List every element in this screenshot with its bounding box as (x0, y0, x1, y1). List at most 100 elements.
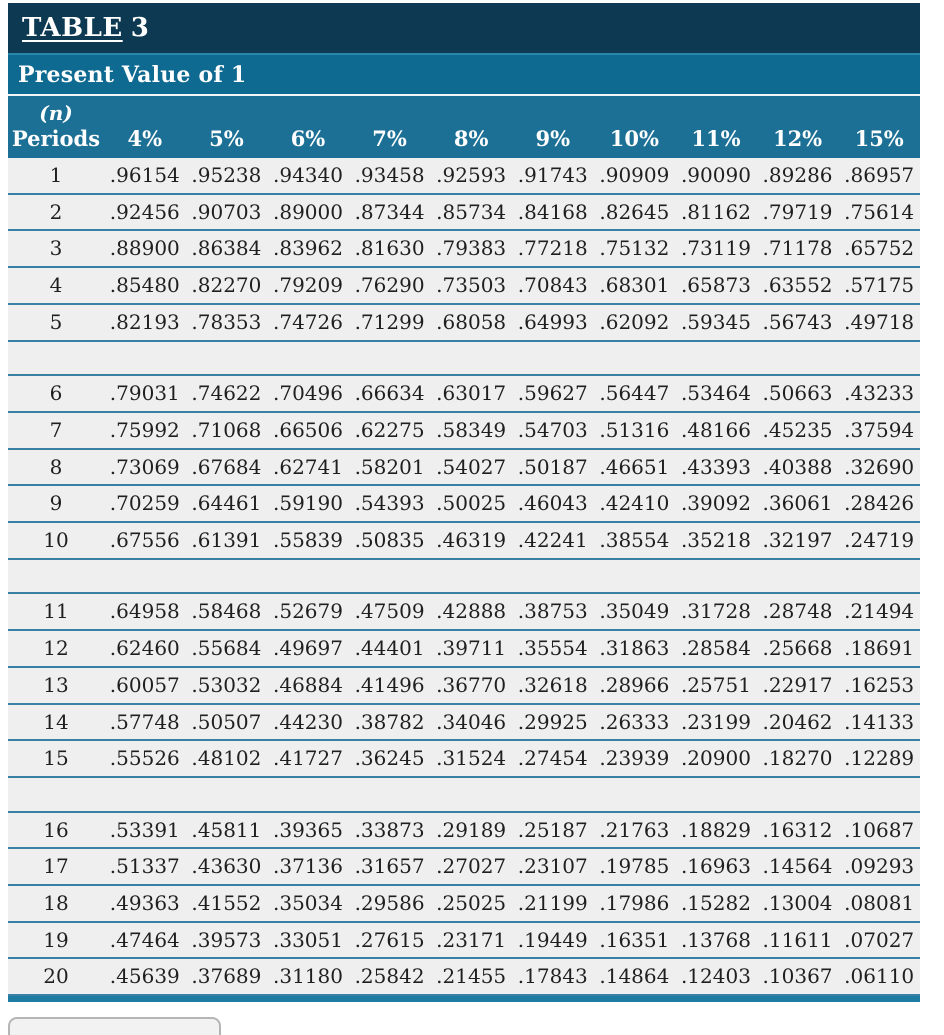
value-cell: .96154 (104, 158, 186, 195)
value-cell: .56447 (593, 375, 676, 413)
value-cell: .57175 (838, 267, 920, 305)
rate-column-header-8pct: 8% (453, 126, 489, 151)
value-cell: .29189 (430, 811, 512, 850)
present-value-table-card: TABLE 3 Present Value of 1 (n) Periods 4… (8, 3, 920, 1003)
value-cell: .15282 (675, 885, 757, 923)
value-cell: .44401 (348, 630, 431, 668)
period-cell: 19 (8, 921, 104, 960)
value-cell: .90703 (185, 193, 268, 232)
value-cell: .34046 (430, 703, 512, 742)
value-cell: .79209 (267, 267, 349, 305)
value-cell: .82270 (185, 267, 268, 305)
rate-column-header-11pct: 11% (691, 126, 741, 151)
spacer-cell (8, 340, 920, 377)
table-row: 18.49363.41552.35034.29586.25025.21199.1… (8, 885, 920, 923)
value-cell: .43233 (838, 375, 920, 413)
value-cell: .70496 (267, 375, 349, 413)
value-cell: .70259 (104, 485, 186, 524)
partially-visible-button[interactable] (8, 1017, 221, 1035)
rate-column-header-7pct: 7% (372, 126, 407, 151)
value-cell: .47464 (104, 921, 186, 960)
value-cell: .31180 (267, 958, 349, 997)
value-cell: .31728 (675, 593, 757, 632)
value-cell: .29586 (348, 885, 431, 923)
value-cell: .29925 (511, 703, 594, 742)
value-cell: .50507 (185, 703, 268, 742)
value-cell: .33051 (267, 921, 349, 960)
period-cell: 7 (8, 411, 104, 450)
value-cell: .25025 (430, 885, 512, 923)
value-cell: .62275 (348, 411, 431, 450)
table-row: 6.79031.74622.70496.66634.63017.59627.56… (8, 375, 920, 413)
value-cell: .25751 (675, 666, 757, 705)
value-cell: .39573 (185, 921, 268, 960)
value-cell: .33873 (348, 811, 431, 850)
period-cell: 4 (8, 267, 104, 305)
value-cell: .94340 (267, 158, 349, 195)
value-cell: .14133 (838, 703, 920, 742)
table-row: 14.57748.50507.44230.38782.34046.29925.2… (8, 703, 920, 742)
value-cell: .06110 (838, 958, 920, 997)
periods-header-label: Periods (11, 125, 101, 151)
value-cell: .10367 (756, 958, 839, 997)
value-cell: .50025 (430, 485, 512, 524)
value-cell: .46043 (511, 485, 594, 524)
periods-header-n: (n) (39, 100, 73, 125)
period-cell: 12 (8, 630, 104, 668)
value-cell: .09293 (838, 848, 920, 887)
value-cell: .89286 (756, 158, 839, 195)
value-cell: .53391 (104, 811, 186, 850)
period-cell: 1 (8, 158, 104, 195)
value-cell: .23199 (675, 703, 757, 742)
spacer-cell (8, 776, 920, 813)
value-cell: .37594 (838, 411, 920, 450)
present-value-table: (n) Periods 4% 5% 6% 7% 8% 9% 10% 11% 12… (8, 96, 920, 997)
value-cell: .82193 (104, 303, 186, 342)
value-cell: .71178 (756, 230, 839, 269)
value-cell: .27027 (430, 848, 512, 887)
group-spacer-row (8, 340, 920, 377)
value-cell: .57748 (104, 703, 186, 742)
value-cell: .64958 (104, 593, 186, 632)
value-cell: .74726 (267, 303, 349, 342)
table-row: 11.64958.58468.52679.47509.42888.38753.3… (8, 593, 920, 632)
value-cell: .51316 (593, 411, 676, 450)
value-cell: .92593 (430, 158, 512, 195)
table-title-number: 3 (130, 13, 149, 43)
value-cell: .20900 (675, 740, 757, 778)
value-cell: .64993 (511, 303, 594, 342)
table-bottom-border (8, 996, 920, 1003)
value-cell: .62460 (104, 630, 186, 668)
value-cell: .28966 (593, 666, 676, 705)
value-cell: .62741 (267, 448, 349, 487)
value-cell: .83962 (267, 230, 349, 269)
value-cell: .89000 (267, 193, 349, 232)
value-cell: .25842 (348, 958, 431, 997)
value-cell: .22917 (756, 666, 839, 705)
value-cell: .38554 (593, 522, 676, 560)
value-cell: .59627 (511, 375, 594, 413)
value-cell: .46651 (593, 448, 676, 487)
value-cell: .58201 (348, 448, 431, 487)
value-cell: .08081 (838, 885, 920, 923)
value-cell: .10687 (838, 811, 920, 850)
period-cell: 3 (8, 230, 104, 269)
value-cell: .23171 (430, 921, 512, 960)
period-cell: 2 (8, 193, 104, 232)
value-cell: .79383 (430, 230, 512, 269)
table-row: 20.45639.37689.31180.25842.21455.17843.1… (8, 958, 920, 997)
table-row: 15.55526.48102.41727.36245.31524.27454.2… (8, 740, 920, 778)
value-cell: .76290 (348, 267, 431, 305)
spacer-cell (8, 558, 920, 595)
value-cell: .71068 (185, 411, 268, 450)
value-cell: .36061 (756, 485, 839, 524)
period-cell: 18 (8, 885, 104, 923)
period-cell: 6 (8, 375, 104, 413)
value-cell: .23939 (593, 740, 676, 778)
value-cell: .23107 (511, 848, 594, 887)
value-cell: .41496 (348, 666, 431, 705)
value-cell: .32197 (756, 522, 839, 560)
value-cell: .67684 (185, 448, 268, 487)
period-cell: 5 (8, 303, 104, 342)
value-cell: .24719 (838, 522, 920, 560)
